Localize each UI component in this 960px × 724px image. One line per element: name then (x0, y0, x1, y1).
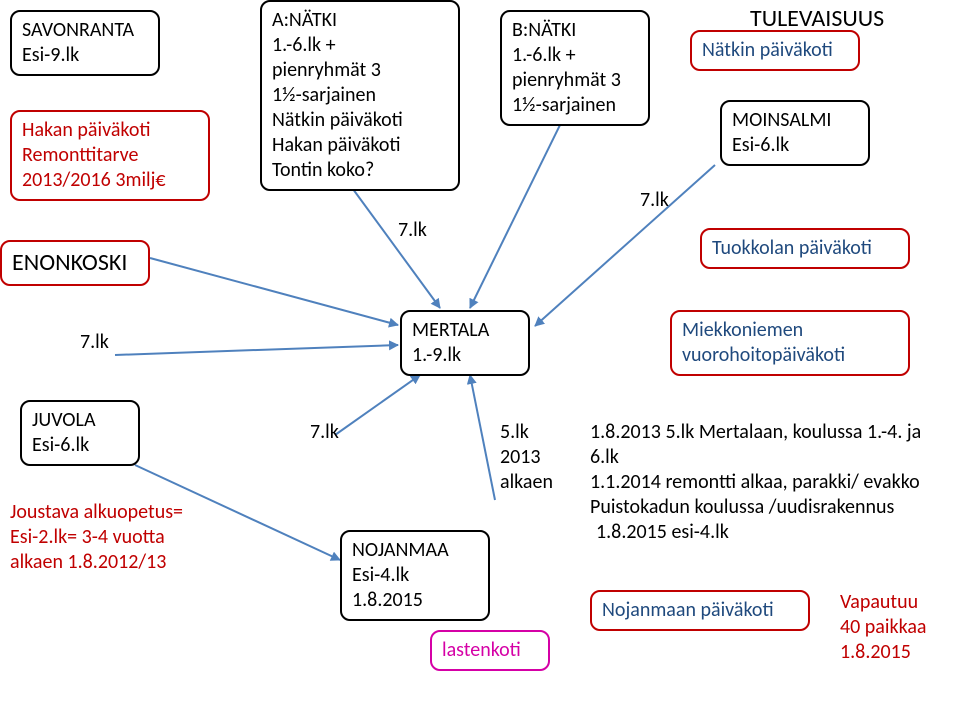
node-line: B:NÄTKI (512, 18, 638, 43)
node-line: SAVONRANTA (22, 18, 148, 43)
label-note4: Puistokadun koulussa /uudisrakennus (590, 495, 894, 520)
arrow (535, 165, 715, 326)
label-lk_7_b: 7.lk (310, 420, 339, 445)
node-a_natki: A:NÄTKI1.-6.lk +pienryhmät 31½-sarjainen… (260, 0, 460, 191)
node-line: 1.8.2015 (352, 588, 478, 613)
node-juvola: JUVOLAEsi-6.lk (20, 400, 140, 466)
node-mertala: MERTALA1.-9.lk (400, 310, 530, 376)
label-line: 5.lk (500, 420, 590, 445)
node-line: A:NÄTKI (272, 8, 448, 33)
node-savonranta: SAVONRANTAEsi-9.lk (10, 10, 160, 76)
node-nojanmaa: NOJANMAAEsi-4.lk1.8.2015 (340, 530, 490, 621)
node-line: Remonttitarve (22, 143, 198, 168)
node-moinsalmi: MOINSALMIEsi-6.lk (720, 100, 870, 166)
node-enonkoski: ENONKOSKI (0, 240, 150, 286)
node-b_natki: B:NÄTKI1.-6.lk +pienryhmät 31½-sarjainen (500, 10, 650, 126)
label-lk_7_c: 7.lk (398, 218, 427, 243)
label-lk_7_d: 7.lk (640, 188, 669, 213)
node-line: pienryhmät 3 (512, 68, 638, 93)
node-tuokkolan: Tuokkolan päiväkoti (700, 228, 910, 269)
label-note3: 1.1.2014 remontti alkaa, parakki/ evakko (590, 470, 920, 495)
label-note1: 1.8.2013 5.lk Mertalaan, koulussa 1.-4. … (590, 420, 921, 445)
node-line: MOINSALMI (732, 108, 858, 133)
node-line: 1.-9.lk (412, 343, 518, 368)
node-line: 1½-sarjainen (512, 93, 638, 118)
node-line: Hakan päiväkoti (22, 118, 198, 143)
label-note5: 1.8.2015 esi-4.lk (596, 520, 729, 545)
label-joustava2: Esi-2.lk= 3-4 vuotta (10, 525, 165, 550)
label-vapautuu2: 40 paikkaa (840, 615, 926, 640)
label-vapautuu1: Vapautuu (840, 590, 918, 615)
label-line: alkaen (500, 470, 590, 495)
arrow (335, 375, 420, 435)
node-nojanmaan_pk: Nojanmaan päiväkoti (590, 590, 810, 631)
arrow (115, 345, 398, 355)
node-line: Nätkin päiväkoti (272, 108, 448, 133)
node-line: Nätkin päiväkoti (702, 38, 848, 63)
node-line: ENONKOSKI (12, 248, 138, 278)
node-line: Esi-4.lk (352, 563, 478, 588)
node-line: pienryhmät 3 (272, 58, 448, 83)
label-joustava3: alkaen 1.8.2012/13 (10, 550, 166, 575)
node-line: 1.-6.lk + (272, 33, 448, 58)
node-line: JUVOLA (32, 408, 128, 433)
label-joustava1: Joustava alkuopetus= (10, 500, 183, 525)
node-hakan: Hakan päiväkotiRemonttitarve2013/2016 3m… (10, 110, 210, 201)
label-tulevaisuus: TULEVAISUUS (750, 4, 884, 34)
node-line: 1½-sarjainen (272, 83, 448, 108)
label-line: 2013 (500, 445, 590, 470)
arrow (150, 258, 398, 325)
node-line: Nojanmaan päiväkoti (602, 598, 798, 623)
node-line: 2013/2016 3milj€ (22, 168, 198, 193)
label-lk_7_a: 7.lk (80, 330, 109, 355)
node-line: MERTALA (412, 318, 518, 343)
label-vapautuu3: 1.8.2015 (840, 640, 911, 665)
node-natkin_pk: Nätkin päiväkoti (690, 30, 860, 71)
arrow (350, 185, 440, 308)
node-line: Esi-6.lk (32, 433, 128, 458)
node-miekkoniemen: Miekkoniemenvuorohoitopäiväkoti (670, 310, 910, 376)
node-line: lastenkoti (442, 638, 538, 663)
node-line: NOJANMAA (352, 538, 478, 563)
node-line: 1.-6.lk + (512, 43, 638, 68)
node-line: Esi-6.lk (732, 133, 858, 158)
arrow (470, 125, 560, 308)
node-line: Miekkoniemen (682, 318, 898, 343)
node-line: Esi-9.lk (22, 43, 148, 68)
label-lk_5_2013: 5.lk2013alkaen (500, 420, 590, 495)
label-note2: 6.lk (590, 445, 619, 470)
node-line: Hakan päiväkoti (272, 133, 448, 158)
node-line: vuorohoitopäiväkoti (682, 343, 898, 368)
node-line: Tontin koko? (272, 158, 448, 183)
arrow (470, 375, 495, 500)
node-lastenkoti: lastenkoti (430, 630, 550, 671)
node-line: Tuokkolan päiväkoti (712, 236, 898, 261)
